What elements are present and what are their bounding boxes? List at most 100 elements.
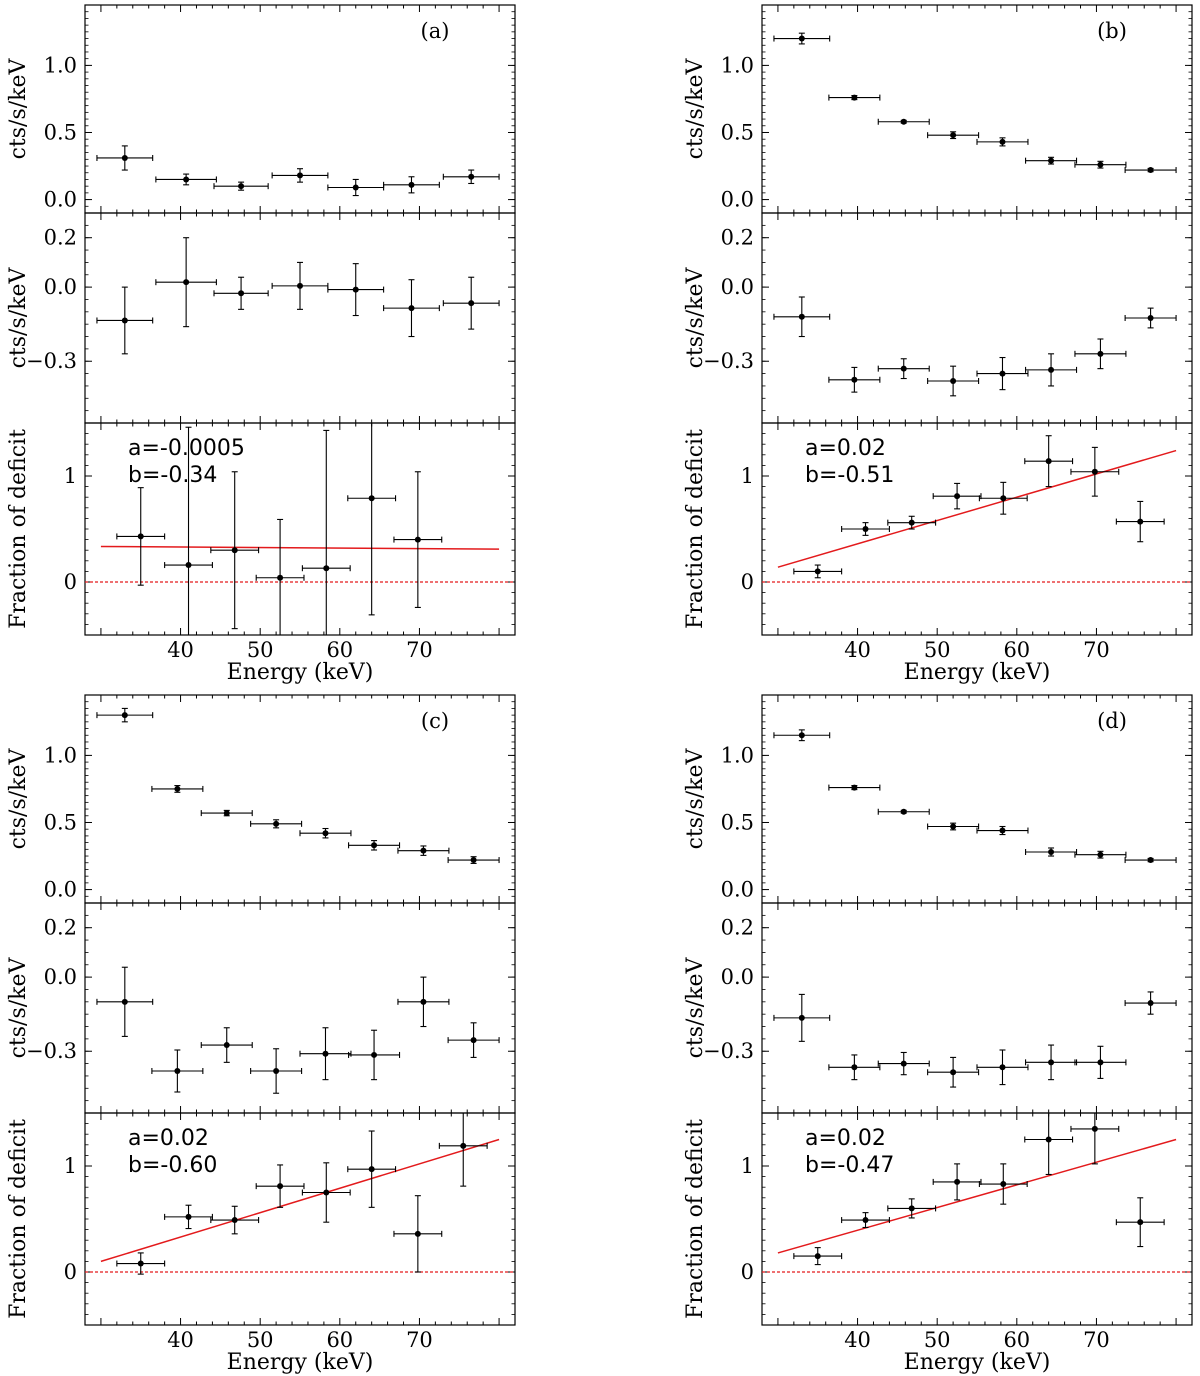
data-point — [200, 809, 253, 817]
data-point — [828, 94, 881, 101]
residual-points — [773, 991, 1177, 1088]
y-tick-label: 0.2 — [721, 916, 754, 940]
y-tick-label: 0 — [64, 570, 77, 594]
x-tick-label: 60 — [326, 638, 353, 662]
x-axis-title: Energy (keV) — [227, 1350, 374, 1375]
x-tick-label: 50 — [247, 1328, 274, 1352]
data-marker — [371, 842, 378, 849]
linear-fit-line — [777, 1138, 1177, 1254]
data-marker — [273, 820, 280, 827]
x-tick-label: 50 — [924, 638, 951, 662]
y-tick-label: 0.0 — [44, 188, 77, 212]
data-point — [976, 137, 1029, 147]
data-marker — [908, 1205, 915, 1212]
y-tick-label: 0.5 — [721, 810, 754, 834]
x-tick-label: 60 — [1003, 1328, 1030, 1352]
spectrum-frame — [84, 694, 516, 904]
data-point — [828, 784, 881, 791]
linear-fit-line — [100, 545, 500, 550]
data-marker — [1091, 1125, 1098, 1132]
data-point — [877, 358, 930, 380]
data-marker — [468, 173, 475, 180]
data-point — [793, 564, 843, 579]
data-point — [1074, 338, 1127, 370]
residual-ylabel: cts/s/keV — [683, 266, 708, 368]
data-point — [976, 825, 1029, 836]
data-point — [255, 518, 305, 635]
chart-panel-b: 0.00.51.0cts/s/keV−0.30.00.2cts/s/keV01F… — [683, 4, 1193, 685]
data-marker — [277, 574, 284, 581]
panel-label-d: (d) — [1097, 709, 1127, 733]
spectrum-frame — [761, 4, 1193, 214]
data-marker — [322, 830, 329, 837]
data-marker — [1147, 315, 1154, 321]
x-tick-label: 40 — [167, 1328, 194, 1352]
data-marker — [798, 1014, 805, 1021]
chart-panel-c: 0.00.51.0cts/s/keV−0.30.00.2cts/s/keV01F… — [6, 694, 516, 1375]
data-point — [932, 482, 982, 510]
data-point — [773, 729, 831, 742]
data-marker — [950, 378, 957, 384]
data-point — [397, 976, 450, 1028]
data-point — [1074, 1045, 1127, 1079]
data-point — [213, 181, 269, 191]
data-point — [393, 471, 443, 608]
data-marker — [183, 176, 190, 183]
x-tick-label: 50 — [924, 1328, 951, 1352]
deficit-ylabel: Fraction of deficit — [6, 1119, 31, 1319]
data-marker — [238, 290, 245, 297]
spectrum-subplot: 0.0 0.5 1.0 cts/s/keV — [683, 694, 1193, 904]
fit-param-b: b=-0.60 — [128, 1153, 217, 1178]
data-point — [447, 856, 500, 864]
deficit-ylabel: Fraction of deficit — [6, 429, 31, 629]
data-point — [116, 487, 166, 586]
x-axis-title: Energy (keV) — [904, 660, 1051, 685]
deficit-subplot: 0 1 Fraction of deficit a=0.02b=-0.47 — [683, 1112, 1193, 1326]
data-point — [347, 1130, 397, 1208]
data-marker — [1045, 1136, 1052, 1143]
residual-frame — [84, 902, 516, 1114]
residual-points — [96, 966, 500, 1094]
x-tick-label: 40 — [167, 638, 194, 662]
data-marker — [999, 370, 1006, 377]
x-tick-label: 70 — [1083, 638, 1110, 662]
data-marker — [183, 279, 190, 286]
data-marker — [900, 365, 907, 372]
data-marker — [323, 565, 330, 572]
data-point — [347, 423, 397, 616]
data-marker — [368, 495, 375, 502]
panel-label-c: (c) — [421, 709, 449, 733]
y-tick-label: −0.3 — [703, 349, 754, 373]
y-tick-label: 1 — [64, 1154, 77, 1178]
data-point — [200, 1027, 253, 1063]
data-point — [1124, 167, 1177, 174]
x-tick-label: 60 — [326, 1328, 353, 1352]
spectrum-points — [96, 707, 500, 864]
data-marker — [950, 132, 957, 139]
deficit-ylabel: Fraction of deficit — [683, 1119, 708, 1319]
y-tick-label: 0.2 — [44, 226, 77, 250]
data-point — [1025, 847, 1078, 857]
data-marker — [297, 282, 303, 289]
data-marker — [1097, 161, 1104, 168]
data-marker — [999, 138, 1006, 145]
data-point — [887, 515, 937, 530]
linear-fit-line — [777, 449, 1177, 568]
data-marker — [137, 1260, 144, 1267]
data-point — [397, 845, 450, 856]
residual-subplot: −0.3 0.0 0.2 cts/s/keV — [683, 212, 1193, 424]
data-marker — [862, 1217, 869, 1224]
data-marker — [223, 1042, 230, 1049]
data-point — [1070, 1113, 1120, 1165]
fit-param-a: a=0.02 — [805, 436, 886, 461]
data-marker — [851, 376, 858, 383]
y-tick-label: 0.2 — [721, 226, 754, 250]
data-marker — [470, 1037, 477, 1044]
spectrum-subplot: 0.0 0.5 1.0 cts/s/keV — [6, 694, 516, 904]
data-point — [271, 168, 329, 183]
fit-param-a: a=0.02 — [805, 1126, 886, 1151]
data-marker — [851, 94, 858, 101]
data-point — [932, 1163, 982, 1201]
y-tick-label: 0.0 — [721, 878, 754, 902]
data-point — [96, 966, 154, 1037]
